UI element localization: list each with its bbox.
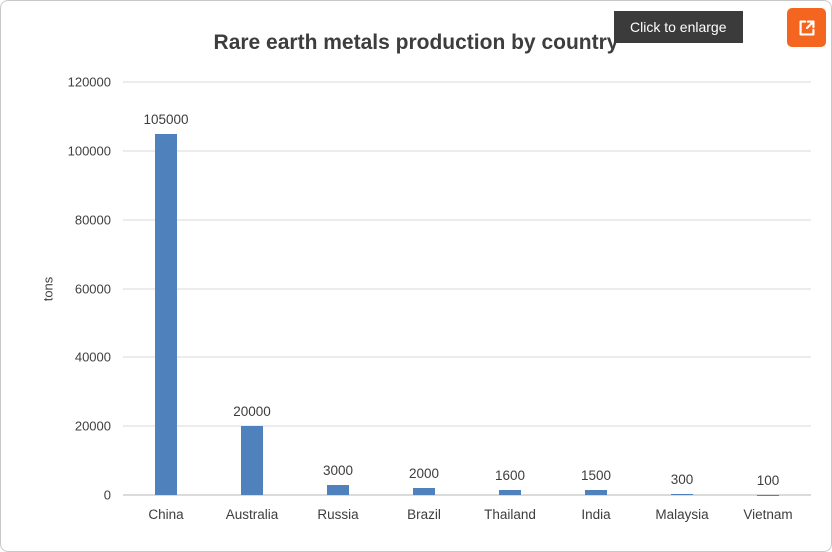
bar-value-label: 300 (670, 471, 694, 487)
y-tick-label: 80000 (74, 212, 111, 228)
bar-value-label: 105000 (143, 111, 189, 127)
bar-malaysia (671, 493, 693, 495)
gridline (123, 150, 811, 152)
gridline (123, 81, 811, 83)
category-label: Russia (317, 507, 359, 522)
gridline (123, 494, 811, 496)
y-axis-label: tons (40, 276, 56, 302)
category-label: Malaysia (655, 507, 709, 522)
bar-china (155, 133, 177, 495)
bar-australia (241, 426, 263, 495)
y-tick-label: 100000 (67, 143, 111, 159)
bar-thailand (499, 489, 521, 495)
category-label: Australia (225, 507, 279, 522)
bar-russia (327, 484, 349, 495)
enlarge-button[interactable] (787, 8, 826, 47)
y-tick-label: 120000 (67, 74, 111, 90)
gridline (123, 219, 811, 221)
category-label: China (148, 507, 184, 522)
bar-value-label: 1600 (494, 467, 526, 483)
bar-value-label: 3000 (322, 462, 354, 478)
bar-value-label: 2000 (408, 466, 440, 482)
bar-brazil (413, 488, 435, 495)
category-label: Vietnam (743, 507, 793, 522)
gridline (123, 356, 811, 358)
chart-title: Rare earth metals production by country (213, 31, 619, 54)
category-label: Thailand (484, 507, 536, 522)
category-label: Brazil (407, 507, 441, 522)
y-tick-label: 60000 (74, 281, 111, 296)
y-tick-label: 0 (103, 487, 111, 503)
bar-india (585, 489, 607, 495)
category-label: India (581, 507, 611, 522)
gridline (123, 425, 811, 427)
gridline (123, 288, 811, 289)
y-tick-label: 40000 (74, 349, 111, 365)
enlarge-icon (798, 19, 815, 36)
bar-value-label: 1500 (580, 467, 612, 483)
y-tick-label: 20000 (74, 418, 111, 434)
enlarge-tooltip[interactable]: Click to enlarge (614, 11, 743, 43)
plot-area: 0 20000 40000 60000 80000 100000 120000 105000 C… (68, 75, 811, 522)
bar-value-label: 20000 (233, 404, 271, 420)
bar-value-label: 100 (756, 472, 780, 488)
